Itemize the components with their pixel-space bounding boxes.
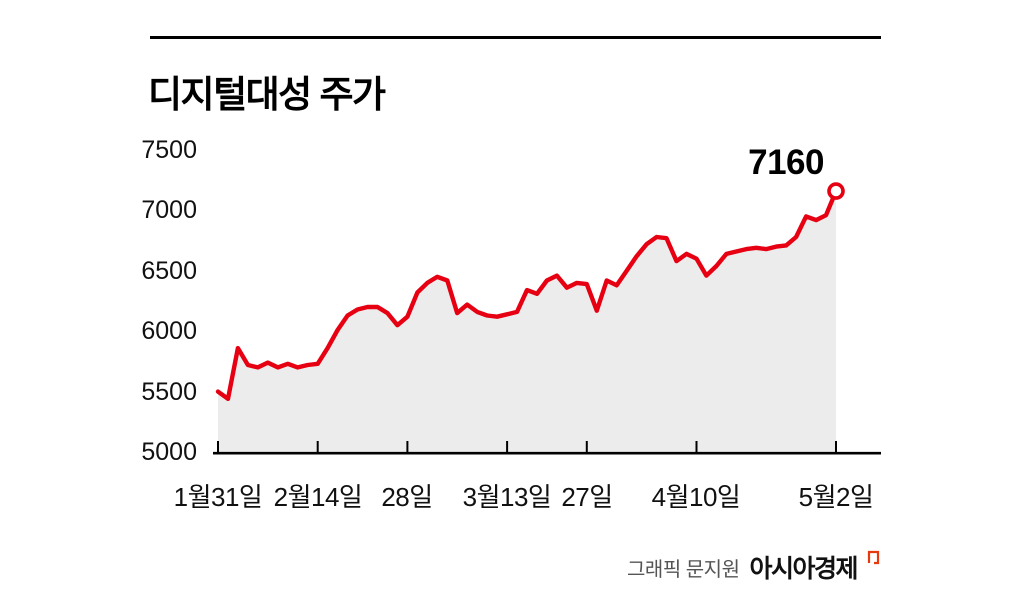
area-fill xyxy=(218,191,836,452)
credit-line: 그래픽 문지원 아시아경제 xyxy=(627,549,880,585)
chart-title: 디지털대성 주가 xyxy=(148,74,386,115)
y-tick-label: 6500 xyxy=(141,257,197,285)
y-tick-label: 6000 xyxy=(141,317,197,345)
y-tick-label: 5500 xyxy=(141,378,197,406)
y-tick-label: 5000 xyxy=(141,438,197,466)
y-tick-label: 7000 xyxy=(141,196,197,224)
credit-text: 그래픽 문지원 xyxy=(627,558,740,581)
y-tick-label: 7500 xyxy=(141,136,197,164)
brand-text: 아시아경제 xyxy=(749,555,858,583)
y-axis-labels: 7500 7000 6500 6000 5500 5000 xyxy=(100,0,197,596)
last-point-marker xyxy=(827,182,845,200)
last-price-label: 7160 xyxy=(748,143,824,182)
asiae-logo-icon xyxy=(867,550,880,570)
top-rule xyxy=(150,36,881,39)
price-line xyxy=(215,188,839,401)
